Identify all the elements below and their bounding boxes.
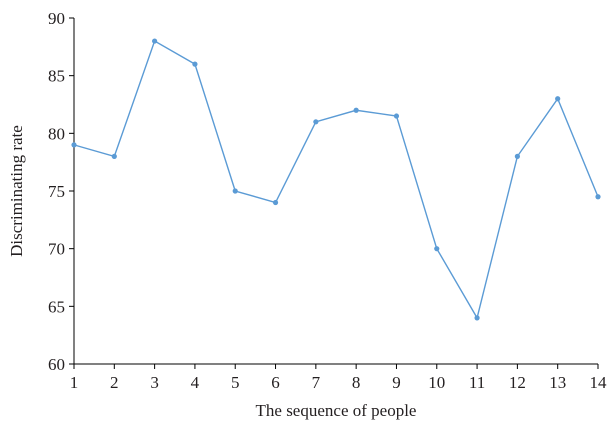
data-point — [595, 194, 601, 200]
y-tick-label: 60 — [48, 355, 65, 374]
y-tick-label: 75 — [48, 182, 65, 201]
data-point — [152, 38, 158, 44]
x-axis-title: The sequence of people — [256, 401, 417, 420]
y-tick-label: 65 — [48, 297, 65, 316]
x-tick-label: 9 — [392, 373, 401, 392]
data-point — [232, 188, 238, 194]
y-tick-label: 70 — [48, 240, 65, 259]
x-tick-label: 2 — [110, 373, 119, 392]
x-tick-label: 3 — [150, 373, 159, 392]
y-axis-ticks: 60 65 70 75 80 85 90 — [48, 9, 74, 374]
data-point — [111, 153, 117, 159]
data-point — [313, 119, 319, 125]
data-point — [192, 61, 198, 67]
x-tick-label: 12 — [509, 373, 526, 392]
data-point — [474, 315, 480, 321]
x-tick-label: 11 — [469, 373, 485, 392]
y-axis-title: Discriminating rate — [7, 125, 26, 257]
y-tick-label: 90 — [48, 9, 65, 28]
x-tick-label: 13 — [549, 373, 566, 392]
series-layer — [71, 38, 601, 321]
data-point — [272, 199, 279, 206]
series-line — [73, 40, 599, 320]
x-tick-label: 10 — [428, 373, 445, 392]
x-tick-label: 14 — [590, 373, 608, 392]
x-tick-label: 4 — [191, 373, 200, 392]
data-point — [353, 107, 359, 113]
y-tick-label: 80 — [48, 124, 65, 143]
data-point — [434, 246, 440, 252]
y-tick-label: 85 — [48, 67, 65, 86]
x-axis-ticks: 1 2 3 4 5 6 7 8 9 10 11 12 13 14 — [70, 364, 607, 392]
data-point — [393, 113, 400, 119]
data-point — [555, 96, 561, 102]
x-tick-label: 1 — [70, 373, 79, 392]
x-tick-label: 6 — [271, 373, 280, 392]
data-point — [514, 153, 520, 159]
x-tick-label: 7 — [312, 373, 321, 392]
data-point — [71, 142, 77, 148]
x-tick-label: 5 — [231, 373, 240, 392]
x-tick-label: 8 — [352, 373, 361, 392]
